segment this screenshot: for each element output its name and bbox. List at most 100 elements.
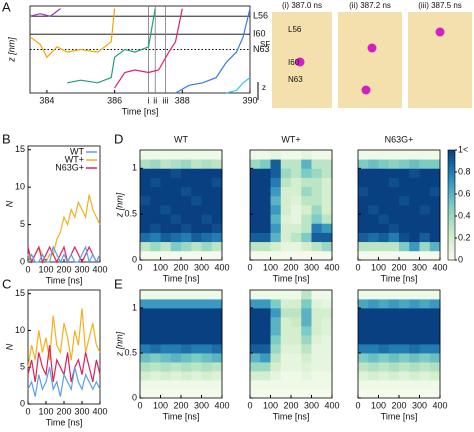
x-tick-label: 0 <box>25 406 30 416</box>
heat-cell <box>291 250 302 261</box>
heat-cell <box>368 362 379 372</box>
heat-cell <box>160 168 172 178</box>
heat-cell <box>358 223 369 233</box>
heat-cell <box>409 168 420 178</box>
heat-cell <box>260 371 271 381</box>
legend-label: WT+ <box>65 154 84 164</box>
heat-cell <box>191 326 202 336</box>
heat-cell <box>321 214 333 224</box>
heat-cell <box>311 389 323 399</box>
heat-cell <box>399 186 410 197</box>
heat-cell <box>191 150 202 160</box>
colorbar-step <box>448 202 455 206</box>
colorbar-step <box>448 191 455 195</box>
heat-cell <box>388 317 400 327</box>
x-tick-label: 400 <box>92 406 107 416</box>
heat-cell <box>311 177 323 188</box>
heat-cell <box>211 205 223 215</box>
heat-cell <box>311 290 323 300</box>
heat-cell <box>409 362 420 372</box>
heat-cell <box>201 250 213 261</box>
heat-cell <box>280 250 292 261</box>
heat-cell <box>270 241 282 252</box>
heat-cell <box>250 380 261 390</box>
heat-cell <box>270 168 282 178</box>
heat-cell <box>388 205 400 215</box>
heat-cell <box>250 159 261 169</box>
heat-cell <box>368 150 379 160</box>
heat-cell <box>211 150 223 160</box>
x-tick-label: 400 <box>324 400 339 410</box>
colorbar-step <box>448 180 455 184</box>
heat-cell <box>321 223 333 233</box>
x-tick-label: 300 <box>194 400 209 410</box>
x-tick-label: 100 <box>263 262 278 272</box>
heat-cell <box>181 205 192 215</box>
heat-cell <box>280 335 292 345</box>
heat-cell <box>358 214 369 224</box>
y-axis-label: N <box>4 343 14 350</box>
heat-cell <box>301 241 312 252</box>
heat-cell <box>181 389 192 399</box>
panel-letter: C <box>2 276 11 291</box>
ion <box>435 27 445 37</box>
heat-cell <box>170 186 182 197</box>
heat-cell <box>419 299 431 309</box>
x-tick-label: 0 <box>355 262 360 272</box>
heat-cell <box>429 317 441 327</box>
heat-cell <box>250 241 261 252</box>
heat-cell <box>399 308 410 318</box>
heat-cell <box>280 299 292 309</box>
heat-cell <box>368 168 379 178</box>
heat-cell <box>409 353 420 363</box>
heat-cell <box>211 299 223 309</box>
heat-cell <box>419 177 431 188</box>
x-tick-label: 300 <box>304 262 319 272</box>
x-tick-label: 200 <box>391 400 406 410</box>
heat-cell <box>270 317 282 327</box>
colorbar-label: 1< <box>458 144 468 154</box>
heat-cell <box>419 317 431 327</box>
heat-cell <box>160 344 172 354</box>
heat-cell <box>181 223 192 233</box>
heat-cell <box>201 326 213 336</box>
heat-cell <box>419 290 431 300</box>
heat-cell <box>311 214 323 224</box>
heat-cell <box>160 232 172 243</box>
heat-cell <box>291 299 302 309</box>
panel-letter: B <box>2 131 11 146</box>
heat-cell <box>150 205 161 215</box>
heat-cell <box>358 371 369 381</box>
heat-cell <box>260 205 271 215</box>
reference-label: L56 <box>253 11 268 21</box>
heat-cell <box>270 344 282 354</box>
series-line <box>29 8 116 59</box>
heat-cell <box>368 205 379 215</box>
heat-cell <box>301 223 312 233</box>
snapshot-label: (i) 387.0 ns <box>282 1 322 10</box>
heat-cell <box>160 223 172 233</box>
heat-cell <box>291 362 302 372</box>
heat-cell <box>378 389 390 399</box>
colorbar-step <box>448 185 455 189</box>
heat-cell <box>280 371 292 381</box>
heat-cell <box>358 241 369 252</box>
heat-cell <box>280 205 292 215</box>
heat-cell <box>409 290 420 300</box>
structure-label: L56 <box>288 25 302 34</box>
heat-cell <box>311 159 323 169</box>
heat-cell <box>409 150 420 160</box>
heat-cell <box>419 362 431 372</box>
heat-cell <box>191 159 202 169</box>
x-tick-label: 100 <box>263 400 278 410</box>
heat-cell <box>201 317 213 327</box>
snapshot-image <box>408 12 472 108</box>
heat-cell <box>419 195 431 206</box>
colorbar-step <box>448 152 455 156</box>
heat-cell <box>368 326 379 336</box>
colorbar-step <box>448 238 455 242</box>
heat-cell <box>280 177 292 188</box>
heat-cell <box>409 195 420 206</box>
heat-cell <box>260 326 271 336</box>
